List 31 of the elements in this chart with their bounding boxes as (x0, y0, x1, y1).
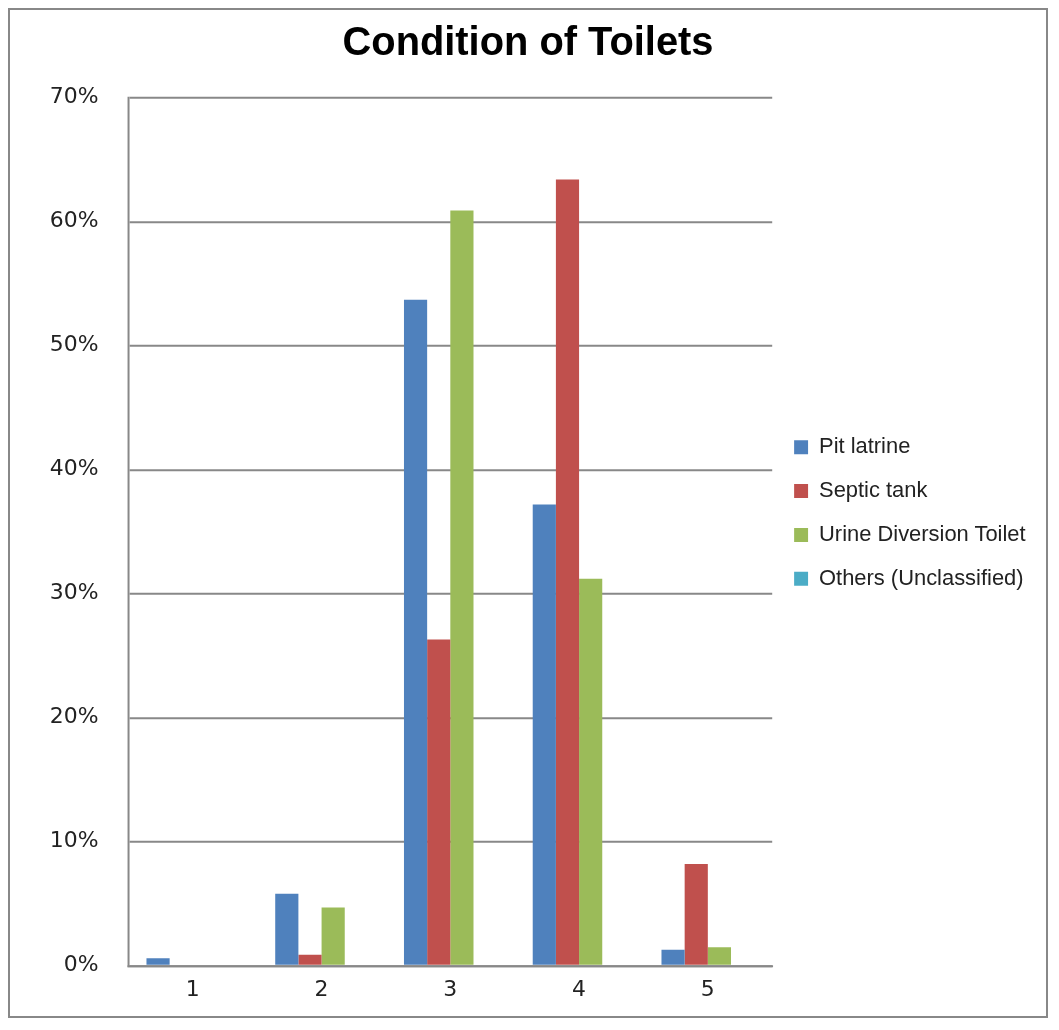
bar (321, 907, 345, 965)
y-tick-label: 70% (49, 83, 99, 109)
bar (450, 210, 474, 965)
x-tick-label: 3 (443, 975, 458, 1001)
y-tick-label: 20% (49, 703, 99, 729)
bar (275, 893, 299, 965)
y-tick-label: 40% (49, 455, 99, 481)
x-tick-label: 4 (572, 975, 587, 1001)
y-tick-label: 60% (49, 207, 99, 233)
legend-label: Septic tank (819, 477, 928, 503)
bar (403, 299, 428, 965)
bar (579, 578, 603, 965)
bar (427, 639, 451, 965)
chart-title: Condition of Toilets (342, 18, 714, 63)
y-tick-label: 10% (49, 827, 99, 853)
y-tick-label: 50% (49, 331, 99, 357)
bar (298, 954, 322, 965)
y-tick-label: 0% (63, 951, 99, 977)
bar (146, 958, 170, 965)
legend-label: Pit latrine (819, 433, 911, 459)
x-tick-label: 2 (314, 975, 329, 1001)
bar (707, 947, 732, 965)
x-tick-label: 5 (700, 975, 715, 1001)
y-tick-label: 30% (49, 579, 99, 605)
bar (684, 864, 708, 965)
legend-label: Urine Diversion Toilet (819, 520, 1026, 546)
bar (661, 949, 685, 965)
bar (532, 504, 556, 965)
legend-label: Others (Unclassified) (819, 564, 1024, 590)
bar (555, 179, 580, 965)
x-tick-label: 1 (185, 975, 200, 1001)
